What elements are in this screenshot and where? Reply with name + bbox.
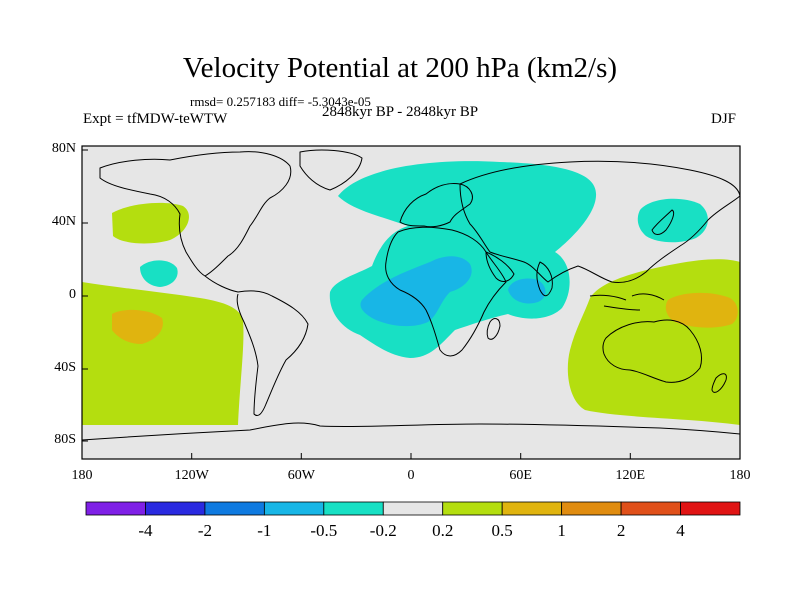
colorbar-swatch xyxy=(561,501,622,516)
colorbar-swatch xyxy=(85,501,146,516)
coastline-arabia xyxy=(485,251,515,282)
coastline-madagascar xyxy=(486,318,501,340)
period-label: 2848kyr BP - 2848kyr BP xyxy=(322,104,479,120)
colorbar-swatch xyxy=(442,501,503,516)
colorbar-label: 4 xyxy=(676,521,685,540)
coastline-japan xyxy=(651,209,675,235)
positive-core-pacific xyxy=(112,309,163,344)
positive-core-west-pacific xyxy=(665,292,738,328)
coastline-indonesia xyxy=(589,293,665,311)
lon-label: 60W xyxy=(287,468,315,483)
colorbar-label: 0.5 xyxy=(491,521,513,540)
colorbar-label: -2 xyxy=(197,521,212,540)
colorbar-swatch xyxy=(204,501,265,516)
negative-region-east-asia xyxy=(637,198,708,243)
lat-label: 80N xyxy=(51,141,76,156)
plot-title: Velocity Potential at 200 hPa (km2/s) xyxy=(182,52,618,84)
colorbar-swatch xyxy=(680,501,741,516)
colorbar-swatch xyxy=(263,501,325,516)
lat-label: 80S xyxy=(54,432,76,447)
lat-label: 0 xyxy=(69,287,76,302)
colorbar-label: 2 xyxy=(616,521,626,540)
colorbar-label: 1 xyxy=(557,521,566,540)
coastline-asia xyxy=(459,160,740,283)
colorbar-swatch xyxy=(145,501,206,516)
colorbar-swatch xyxy=(501,501,563,516)
colorbar-label: 0.2 xyxy=(432,521,454,540)
colorbar-swatch xyxy=(323,501,384,516)
lon-label: 180 xyxy=(71,468,93,483)
coastline-south-america xyxy=(204,275,309,417)
coastline-europe xyxy=(399,183,473,228)
lon-label: 120E xyxy=(615,468,646,483)
coastline-greenland xyxy=(299,149,363,191)
colorbar-label: -0.5 xyxy=(310,521,338,540)
season-label: DJF xyxy=(711,111,737,127)
colorbar-swatch xyxy=(382,501,444,516)
lon-label: 0 xyxy=(407,468,415,483)
colorbar-swatch xyxy=(620,501,681,516)
coastline-new-zealand xyxy=(711,373,727,393)
colorbar-label: -1 xyxy=(257,521,272,540)
experiment-label: Expt = tfMDW-teWTW xyxy=(83,111,228,127)
negative-core-africa xyxy=(360,256,472,327)
coastline-antarctica xyxy=(82,422,740,441)
colorbar-label: -0.2 xyxy=(369,521,397,540)
negative-core-indian-ocean xyxy=(508,278,546,304)
lon-label: 60E xyxy=(509,468,532,483)
lon-label: 180 xyxy=(729,468,751,483)
lat-label: 40N xyxy=(51,214,76,229)
coastline-india xyxy=(536,261,553,297)
lat-label: 40S xyxy=(54,360,76,375)
coastline-north-america xyxy=(99,151,292,277)
lon-label: 120W xyxy=(174,468,209,483)
positive-region-north-pacific xyxy=(112,202,189,244)
positive-region-pacific xyxy=(82,282,244,425)
coastline-africa xyxy=(385,226,507,357)
negative-region-north-pacific-small xyxy=(140,260,178,287)
colorbar xyxy=(85,501,741,516)
stats-label: rmsd= 0.257183 diff= -5.3043e-05 xyxy=(190,94,371,109)
colorbar-label: -4 xyxy=(138,521,153,540)
coastline-australia xyxy=(602,319,703,383)
